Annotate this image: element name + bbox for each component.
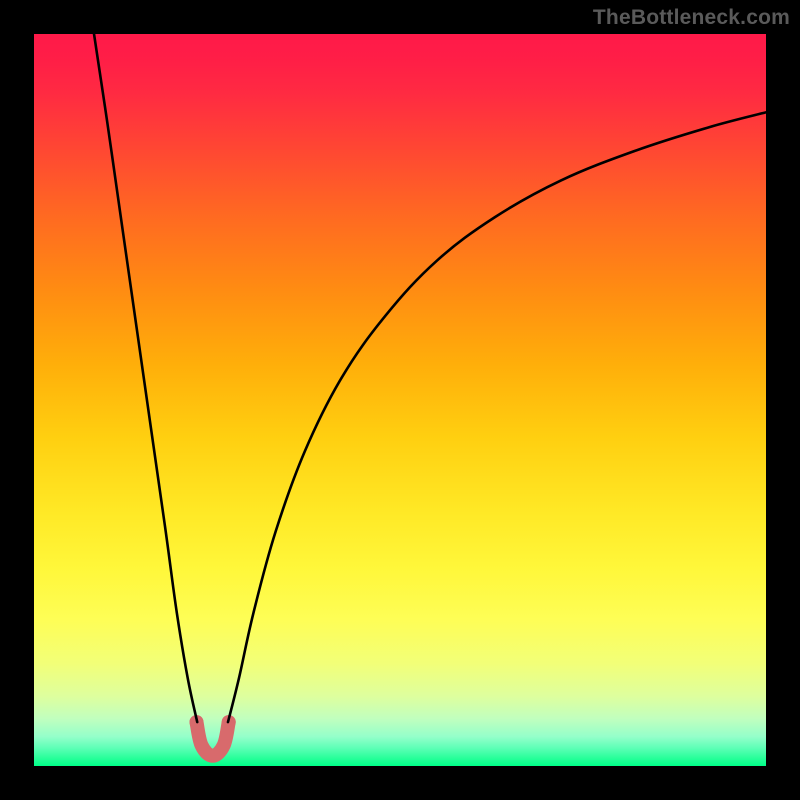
watermark-text: TheBottleneck.com [593, 6, 790, 30]
chart-frame [34, 34, 766, 766]
bottleneck-chart [34, 34, 766, 766]
